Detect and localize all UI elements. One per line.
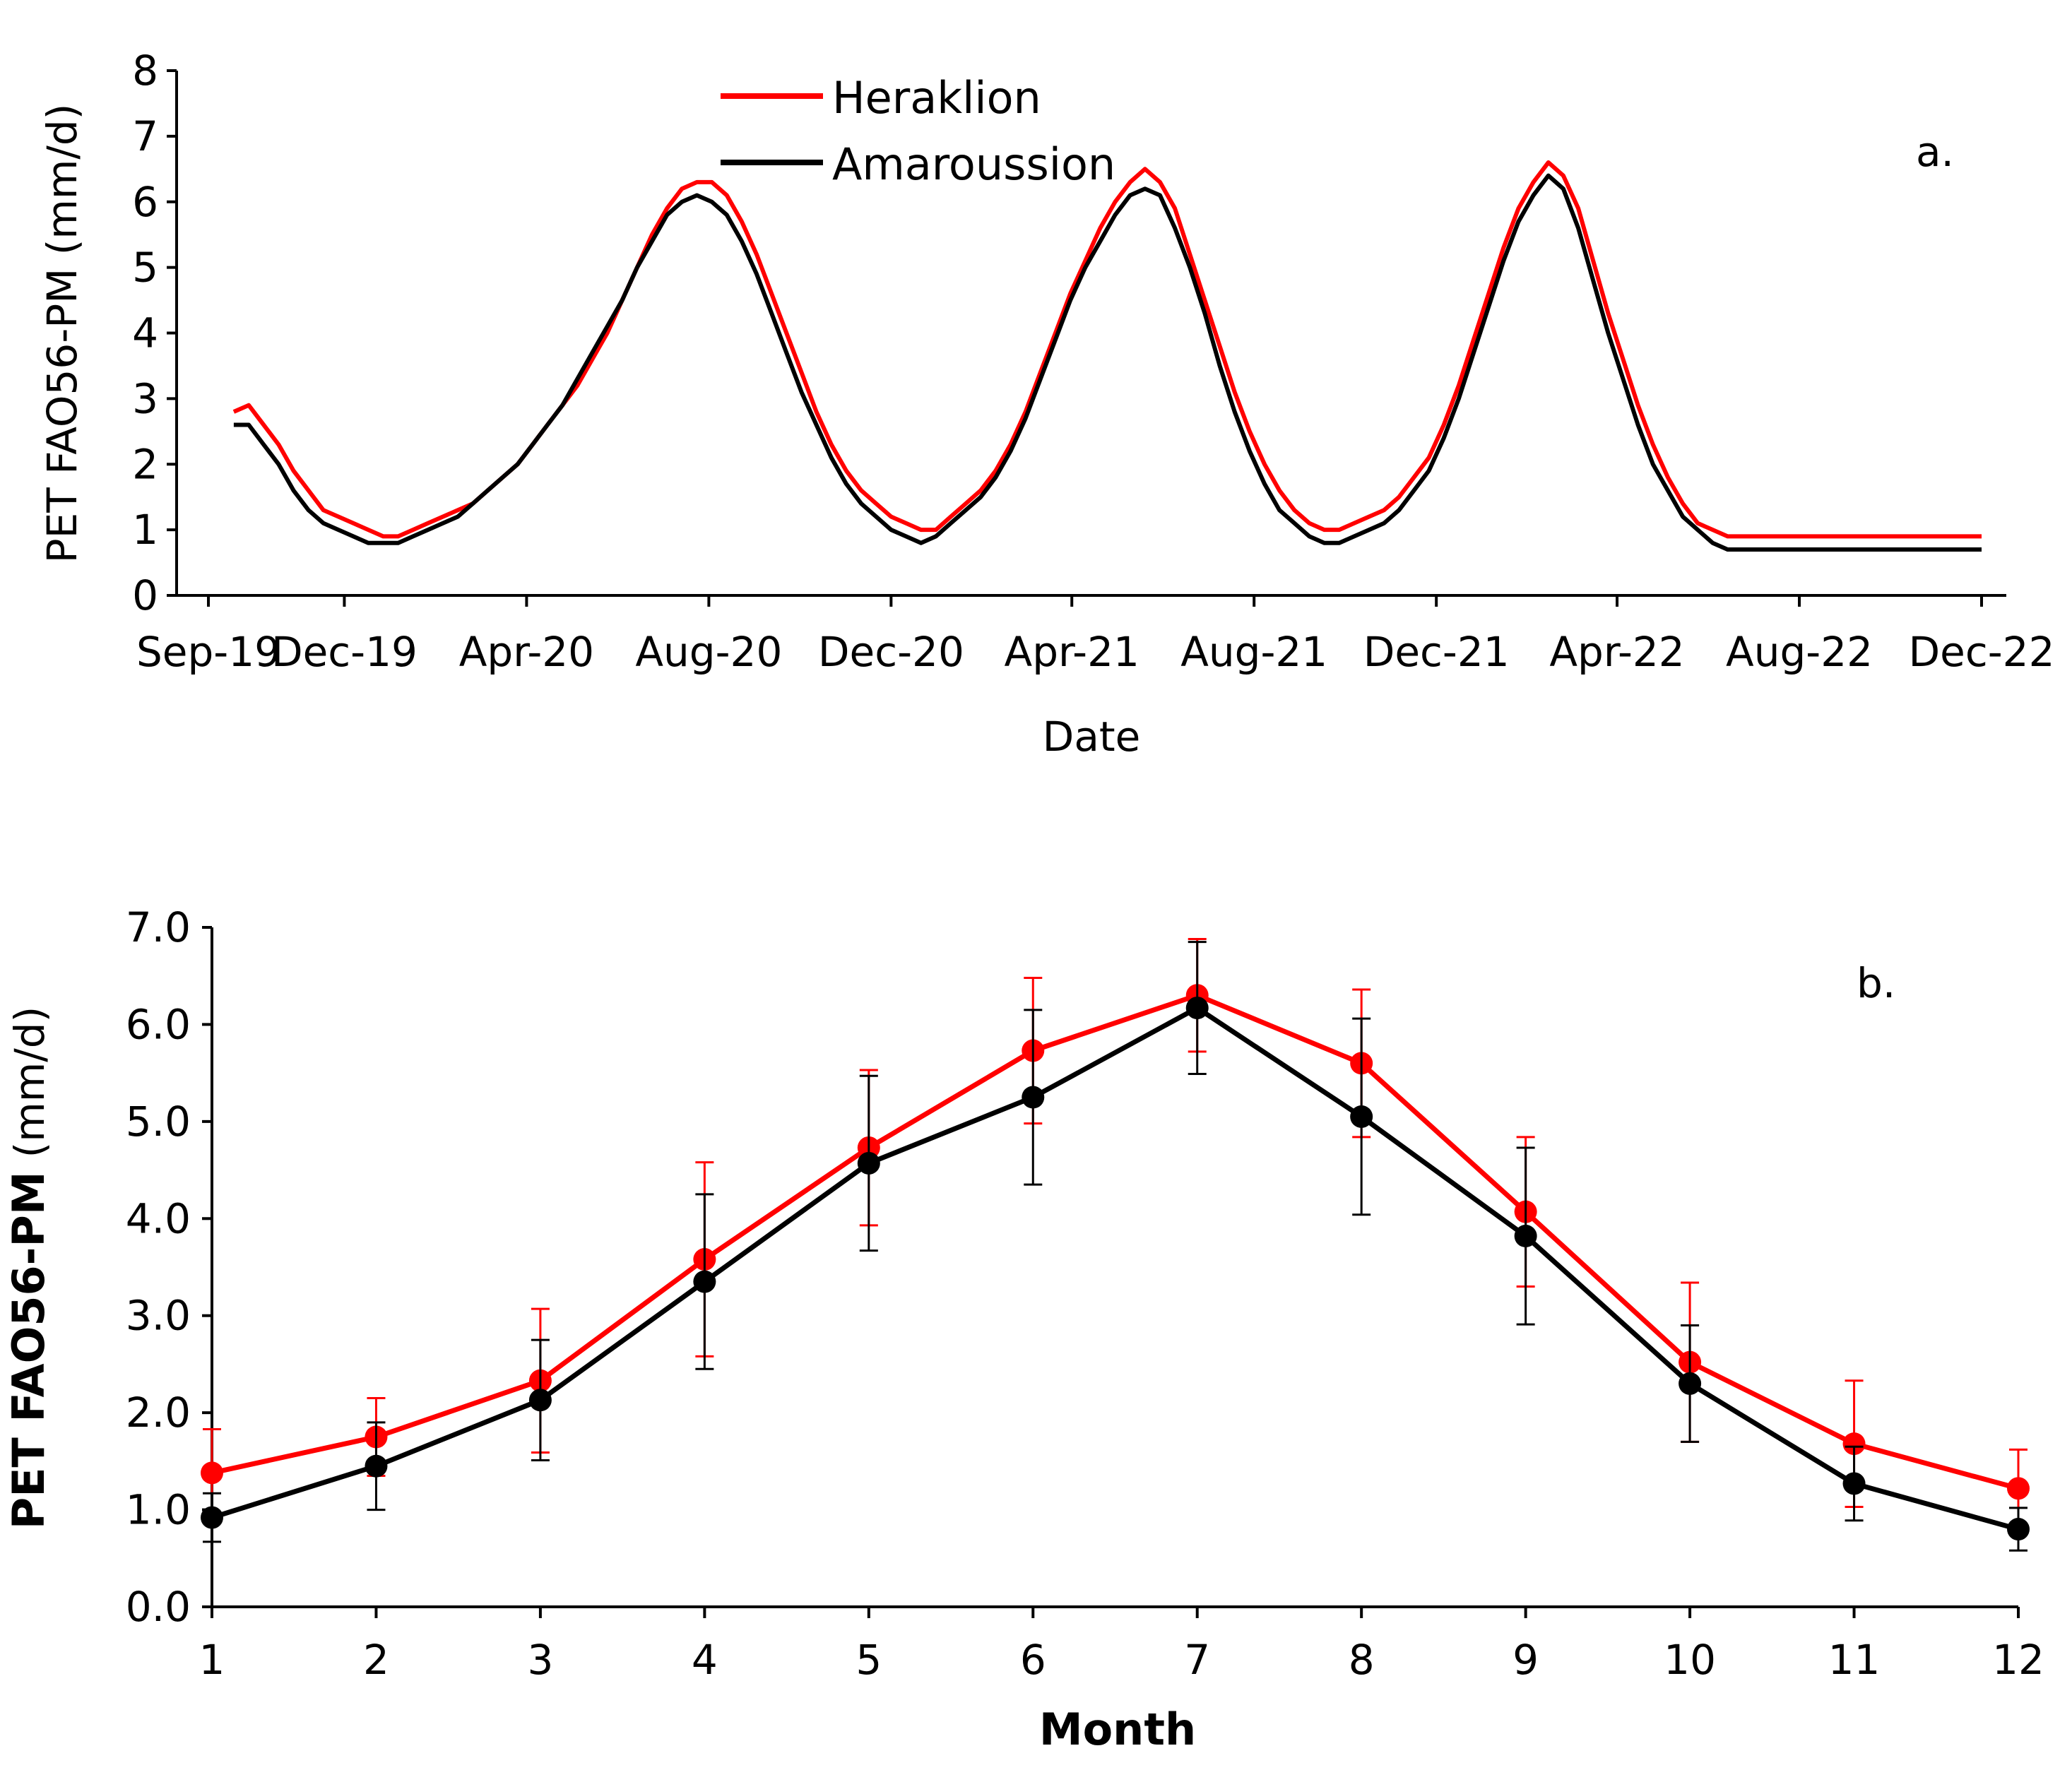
panel-a-x-tick-label: Aug-20: [635, 628, 782, 676]
panel-b-point-amaroussion: [365, 1454, 388, 1478]
panel-b-y-axis-title-main: PET FAO56-PM: [3, 1171, 54, 1529]
panel-b-x-tick-label: 12: [1992, 1636, 2044, 1684]
panel-b-point-heraklion: [201, 1461, 223, 1485]
panel-b-series: [201, 937, 2030, 1552]
panel-a-y-tick-label: 5: [132, 244, 158, 292]
panel-a-x-tick-label: Aug-21: [1180, 628, 1327, 676]
panel-a-x-axis-title: Date: [1043, 713, 1141, 761]
panel-a-x-tick-label: Aug-22: [1726, 628, 1873, 676]
panel-a-x-tick-label: Dec-21: [1363, 628, 1510, 676]
panel-b-point-amaroussion: [201, 1506, 223, 1529]
panel-a-y-tick-label: 6: [132, 178, 158, 226]
panel-b-y-axis-title: PET FAO56-PM (mm/d): [3, 1006, 54, 1529]
panel-b-x-tick-label: 1: [199, 1636, 225, 1684]
panel-b-x-tick-label: 3: [527, 1636, 553, 1684]
panel-a-y-tick-label: 4: [132, 309, 158, 357]
panel-a-series-line-amaroussion: [233, 173, 1982, 552]
panel-a-series-line-heraklion: [232, 160, 1982, 539]
panel-b-point-amaroussion: [1514, 1225, 1537, 1248]
panel-a-y-axis-title: PET FAO56-PM (mm/d): [38, 104, 86, 564]
panel-a-y-tick-label: 1: [132, 506, 158, 554]
panel-b-series-heraklion: [201, 937, 2030, 1528]
panel-a-y-tick-label: 8: [132, 47, 158, 95]
panel-a-x-tick-label: Apr-22: [1549, 628, 1684, 676]
panel-b-y-tick-label: 0.0: [126, 1583, 191, 1631]
panel-b-x-tick-label: 2: [363, 1636, 389, 1684]
panel-a-y-tick-label: 2: [132, 440, 158, 488]
panel-b-x-tick-label: 9: [1512, 1636, 1539, 1684]
panel-b-point-amaroussion: [528, 1389, 552, 1412]
panel-b-x-tick-label: 8: [1349, 1636, 1375, 1684]
panel-b-x-tick-label: 5: [856, 1636, 882, 1684]
panel-b-y-tick-label: 3.0: [126, 1292, 191, 1340]
panel-a-x-tick-label: Apr-21: [1005, 628, 1139, 676]
panel-b-y-ticks: 0.0 1.0 2.0 3.0 4.0 5.0 6.0 7.0: [126, 903, 212, 1631]
panel-a-label: a.: [1916, 128, 1954, 176]
panel-b-y-tick-label: 7.0: [126, 903, 191, 951]
panel-a-x-tick-label: Dec-19: [271, 628, 418, 676]
panel-b-y-tick-label: 4.0: [126, 1194, 191, 1242]
panel-b-y-tick-label: 1.0: [126, 1486, 191, 1534]
panel-b-point-amaroussion: [1022, 1086, 1045, 1109]
panel-a-y-tick-label: 3: [132, 374, 158, 422]
panel-b-y-axis-title-unit: (mm/d): [6, 1006, 54, 1158]
panel-a-x-tick-label: Dec-20: [818, 628, 964, 676]
panel-b-point-heraklion: [2007, 1477, 2030, 1500]
panel-b-x-tick-label: 11: [1828, 1636, 1881, 1684]
panel-b-x-tick-label: 7: [1184, 1636, 1210, 1684]
panel-b-x-axis-title: Month: [1039, 1704, 1196, 1755]
panel-b-point-amaroussion: [2007, 1518, 2030, 1541]
panel-b-series-line-amaroussion: [211, 1005, 2019, 1532]
panel-b-series-amaroussion: [201, 941, 2030, 1552]
panel-a-legend: Heraklion Amaroussion: [721, 72, 1115, 190]
panel-b-y-tick-label: 2.0: [126, 1389, 191, 1437]
panel-b-label: b.: [1857, 959, 1895, 1007]
panel-a-x-tick-label: Dec-22: [1909, 628, 2055, 676]
panel-b-y-tick-label: 5.0: [126, 1098, 191, 1146]
panel-b-point-amaroussion: [1842, 1472, 1866, 1495]
panel-b-point-amaroussion: [857, 1151, 880, 1175]
panel-a-y-tick-label: 0: [132, 571, 158, 619]
panel-b-point-amaroussion: [1679, 1372, 1702, 1395]
panel-b-x-tick-label: 6: [1020, 1636, 1046, 1684]
panel-b-y-tick-label: 6.0: [126, 1000, 191, 1048]
panel-b-point-amaroussion: [693, 1270, 716, 1293]
panel-b-point-heraklion: [1842, 1432, 1866, 1456]
panel-b-x-tick-label: 4: [692, 1636, 718, 1684]
panel-b-x-ticks: 1 2 3 4 5 6 7 8 9 10 11 12: [199, 1607, 2044, 1684]
legend-label-heraklion: Heraklion: [832, 72, 1041, 124]
panel-b-x-tick-label: 10: [1664, 1636, 1716, 1684]
panel-a-x-tick-label: Apr-20: [459, 628, 594, 676]
panel-b-point-amaroussion: [1185, 997, 1209, 1020]
panel-a-series: [232, 160, 1982, 552]
legend-label-amaroussion: Amaroussion: [832, 138, 1115, 190]
panel-a-y-ticks: 0 1 2 3 4 5 6 7 8: [132, 47, 177, 619]
panel-a-x-tick-label: Sep-19: [136, 628, 280, 676]
panel-b-chart: 0.01.02.03.04.05.06.07.0 1 2 3 4 5 6 7 8 9 10 11 12…: [3, 903, 2044, 1755]
panel-b-point-amaroussion: [1350, 1105, 1373, 1128]
panel-a-y-tick-label: 7: [132, 112, 158, 160]
panel-b-series-line-heraklion: [211, 992, 2019, 1491]
